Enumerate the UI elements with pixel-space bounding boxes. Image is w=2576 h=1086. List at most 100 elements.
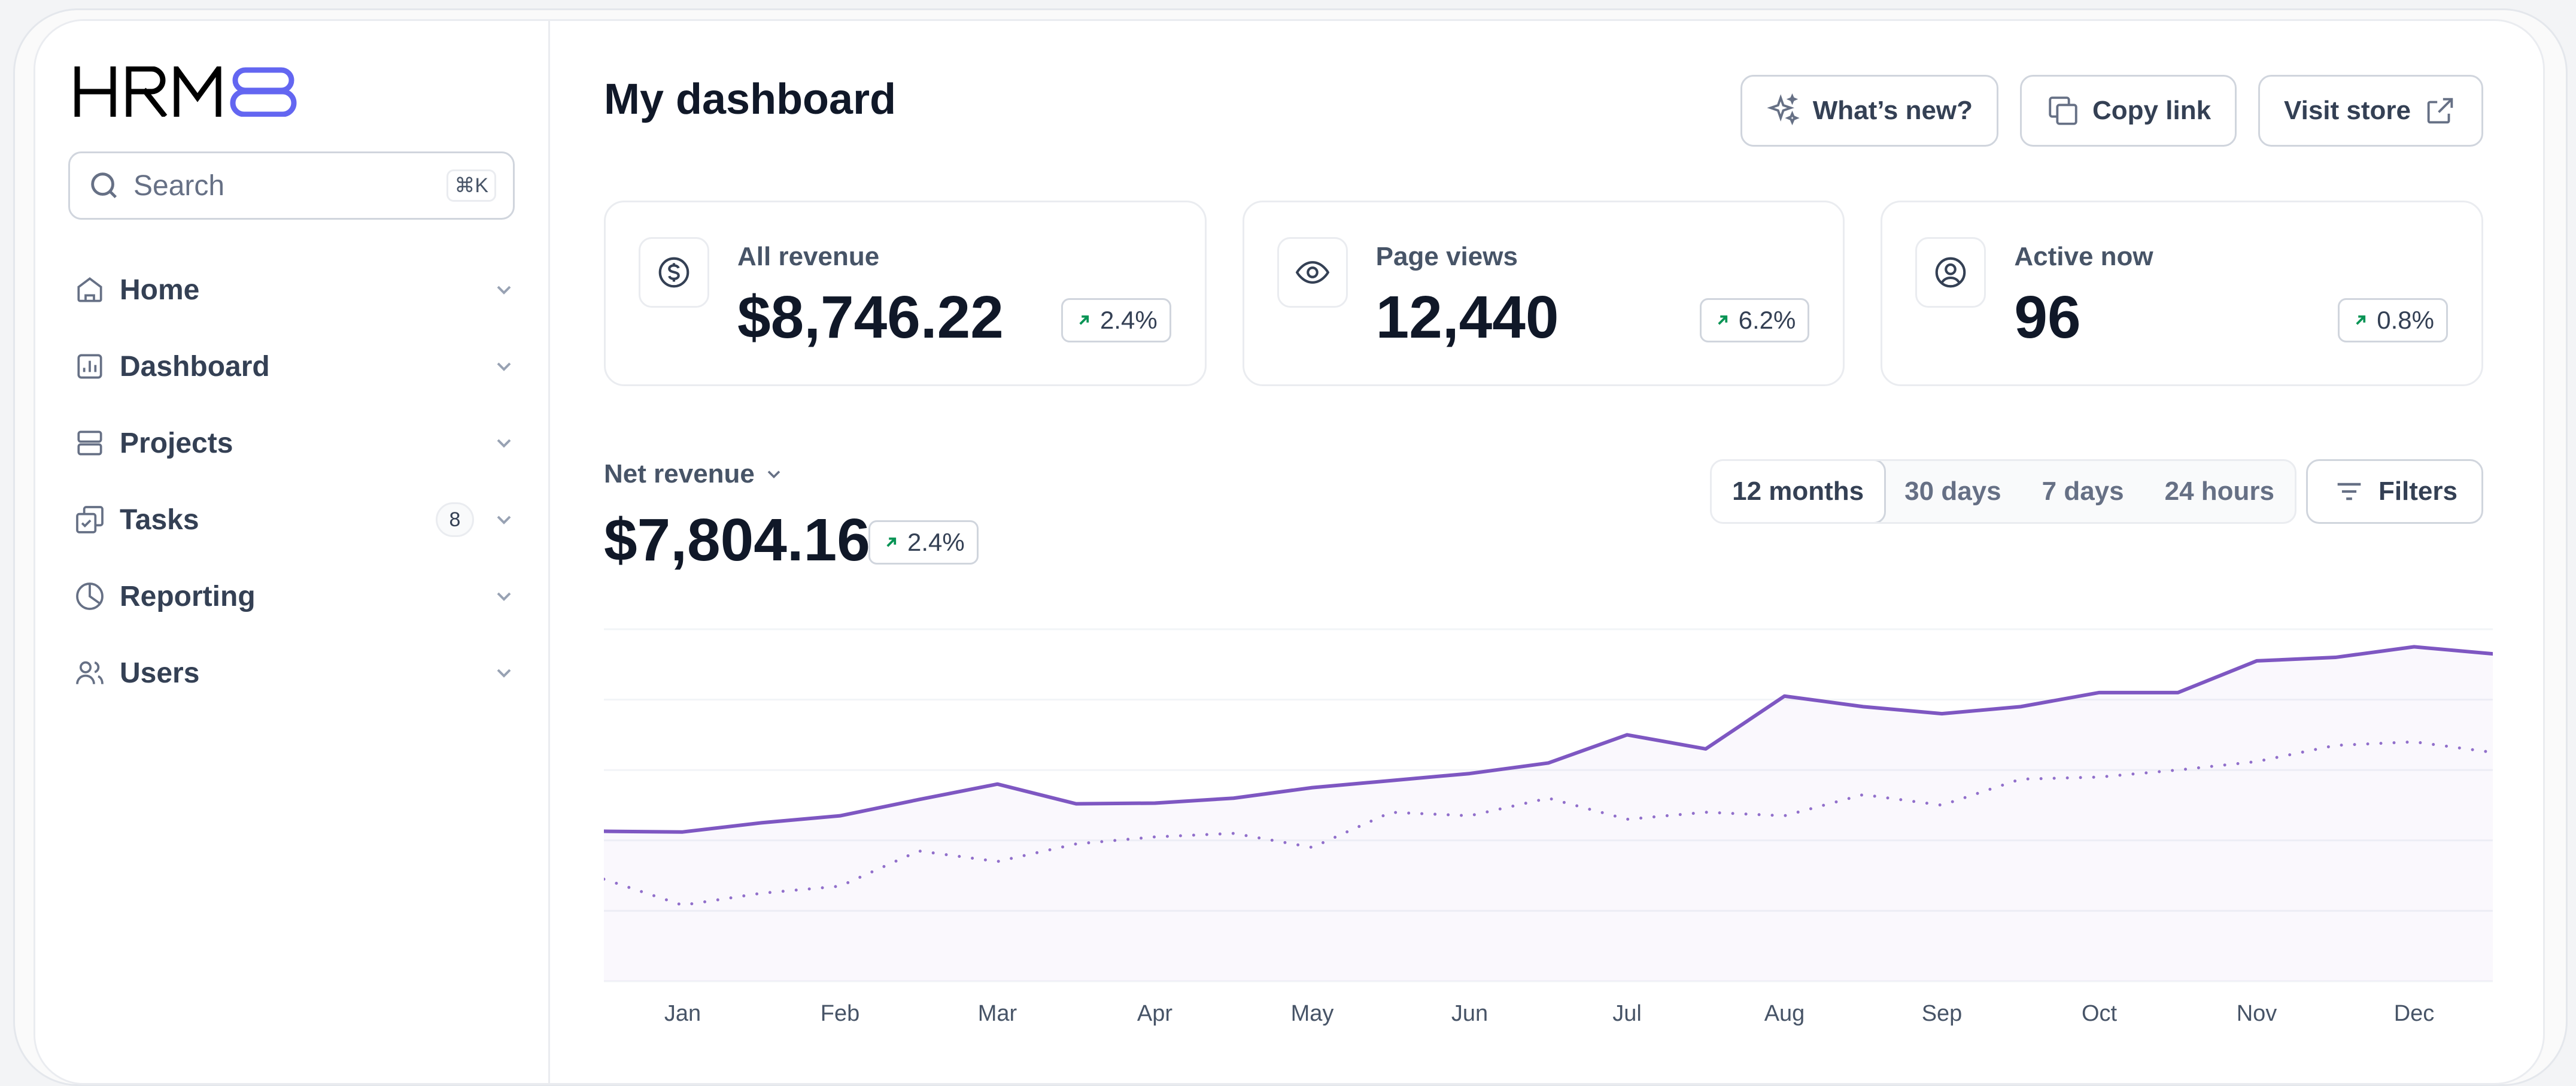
eye-icon	[1295, 261, 1329, 284]
change-value: 0.8%	[2377, 306, 2435, 334]
net-revenue-label: Net revenue	[604, 459, 755, 489]
x-tick-label: Aug	[1764, 1001, 1805, 1026]
whats-new-button[interactable]: What’s new?	[1740, 75, 1999, 147]
x-tick-label: Sep	[1922, 1001, 1963, 1026]
metric-cards: All revenue $8,746.22 2.4% Page views 12…	[604, 201, 2484, 386]
sidebar-item-label: Dashboard	[120, 350, 270, 383]
main-content: My dashboard What’s new? Copy link Visit…	[604, 21, 2493, 1083]
range-option-24-hours[interactable]: 24 hours	[2164, 477, 2274, 506]
change-badge: 0.8%	[2338, 298, 2449, 342]
copy-link-label: Copy link	[2092, 96, 2212, 125]
layers-icon	[77, 430, 102, 456]
sidebar-nav: Home Dashboard Projects Tasks 8	[68, 251, 523, 711]
metric-value: $8,746.22	[737, 284, 1004, 351]
chevron-down-icon[interactable]	[492, 431, 516, 455]
chevron-down-icon[interactable]	[492, 661, 516, 685]
metric-icon-box	[1277, 237, 1348, 308]
brand-logo[interactable]	[74, 66, 301, 117]
sidebar-item-label: Users	[120, 657, 200, 689]
x-tick-label: Feb	[821, 1001, 859, 1026]
series-line-dotted	[604, 740, 2493, 907]
x-tick-label: Oct	[2082, 1001, 2118, 1026]
change-value: 2.4%	[1099, 306, 1158, 334]
metric-value: 12,440	[1375, 284, 1559, 351]
sidebar-item-home[interactable]: Home	[68, 251, 523, 328]
metric-label: Page views	[1375, 242, 1518, 271]
metric-label: Active now	[2014, 242, 2153, 271]
tasks-count-badge: 8	[436, 502, 474, 537]
filters-label: Filters	[2378, 477, 2457, 506]
metric-card-page-views[interactable]: Page views 12,440 6.2%	[1242, 201, 1845, 386]
metric-card-revenue[interactable]: All revenue $8,746.22 2.4%	[604, 201, 1207, 386]
arrow-up-right-icon	[886, 537, 897, 547]
net-revenue-dropdown[interactable]: Net revenue	[604, 459, 785, 489]
net-revenue-value: $7,804.16	[604, 506, 870, 574]
arrow-up-right-icon	[1079, 315, 1089, 325]
search-icon	[91, 172, 117, 199]
change-badge: 2.4%	[1061, 298, 1171, 342]
sidebar-item-label: Tasks	[120, 503, 199, 536]
sidebar-item-reporting[interactable]: Reporting	[68, 558, 523, 635]
sidebar-item-users[interactable]: Users	[68, 635, 523, 711]
dollar-circle-icon	[658, 257, 689, 288]
chevron-down-icon	[767, 471, 780, 479]
shortcut-hint: ⌘K	[446, 169, 496, 202]
sparkles-icon	[1767, 93, 1800, 126]
range-option-7-days[interactable]: 7 days	[2042, 477, 2124, 506]
copy-icon	[2049, 96, 2077, 125]
x-tick-label: Jan	[664, 1001, 701, 1026]
metric-label: All revenue	[737, 242, 880, 271]
x-tick-label: Dec	[2394, 1001, 2435, 1026]
chevron-down-icon[interactable]	[492, 354, 516, 378]
area-fill	[604, 647, 2493, 981]
range-option-12-months[interactable]: 12 months	[1712, 461, 1887, 522]
x-tick-label: Jun	[1451, 1001, 1488, 1026]
check-copy-icon	[76, 506, 104, 533]
search-input[interactable]: Search	[133, 169, 225, 202]
chevron-down-icon[interactable]	[492, 278, 516, 302]
chevron-down-icon[interactable]	[492, 584, 516, 608]
whats-new-label: What’s new?	[1812, 96, 1973, 125]
metric-icon-box	[639, 237, 709, 308]
change-badge: 6.2%	[1699, 298, 1810, 342]
home-icon	[77, 277, 102, 302]
chevron-down-icon[interactable]	[492, 508, 516, 532]
x-tick-label: Nov	[2237, 1001, 2277, 1026]
page-title: My dashboard	[604, 75, 897, 123]
sidebar-item-dashboard[interactable]: Dashboard	[68, 328, 523, 405]
range-option-30-days[interactable]: 30 days	[1904, 477, 2001, 506]
sidebar-item-projects[interactable]: Projects	[68, 405, 523, 481]
metric-value: 96	[2014, 284, 2081, 351]
copy-link-button[interactable]: Copy link	[2020, 75, 2237, 147]
filters-button[interactable]: Filters	[2305, 459, 2483, 524]
x-tick-label: Jul	[1612, 1001, 1642, 1026]
users-icon	[76, 661, 104, 684]
user-circle-icon	[1936, 257, 1966, 288]
x-tick-label: May	[1291, 1001, 1334, 1026]
arrow-up-right-icon	[2356, 315, 2366, 325]
change-value: 6.2%	[1738, 306, 1796, 334]
sidebar-item-label: Home	[120, 274, 200, 306]
search-box[interactable]: Search ⌘K	[68, 151, 515, 220]
series-line-solid	[604, 645, 2493, 834]
net-revenue-chart: Jan Feb Mar Apr May Jun Jul Aug Sep Oct Nov Dec	[604, 628, 2493, 1026]
visit-store-button[interactable]: Visit store	[2258, 75, 2483, 147]
change-badge: 2.4%	[868, 520, 979, 565]
change-value: 2.4%	[907, 528, 965, 556]
bar-chart-icon	[77, 354, 102, 379]
header-actions: What’s new? Copy link Visit store	[1740, 75, 2483, 147]
arrow-up-right-icon	[1718, 315, 1727, 325]
metric-card-active-now[interactable]: Active now 96 0.8%	[1881, 201, 2484, 386]
sidebar-item-tasks[interactable]: Tasks 8	[68, 481, 523, 558]
sidebar: Search ⌘K Home Dashboard Projects Tasks	[35, 21, 550, 1083]
x-tick-label: Mar	[978, 1001, 1017, 1026]
external-link-icon	[2427, 98, 2453, 124]
sidebar-item-label: Reporting	[120, 580, 256, 612]
pie-chart-icon	[76, 583, 104, 610]
filter-lines-icon	[2337, 483, 2361, 500]
x-tick-label: Apr	[1137, 1001, 1172, 1026]
time-range-selector: 12 months 30 days 7 days 24 hours	[1710, 459, 2296, 524]
metric-icon-box	[1915, 237, 1986, 308]
visit-store-label: Visit store	[2284, 96, 2411, 125]
app-window: Search ⌘K Home Dashboard Projects Tasks	[34, 19, 2545, 1085]
